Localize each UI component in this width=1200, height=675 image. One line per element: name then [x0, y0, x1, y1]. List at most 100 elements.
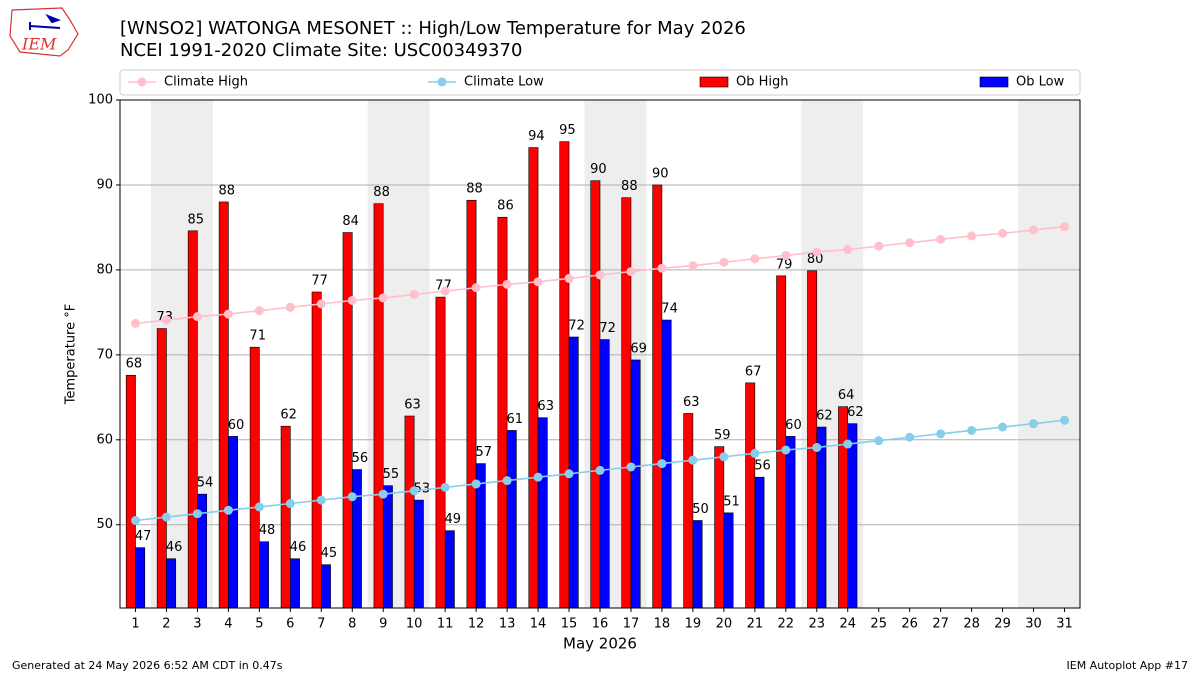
legend-swatch-marker [137, 77, 147, 87]
bar [413, 499, 424, 609]
data-label: 86 [497, 199, 514, 214]
data-label: 88 [621, 179, 638, 194]
x-tick-label: 12 [468, 617, 485, 632]
x-tick-label: 14 [530, 617, 547, 632]
climate-point [1029, 225, 1039, 235]
x-tick-label: 27 [932, 617, 949, 632]
bar [506, 430, 517, 609]
x-tick-label: 8 [348, 617, 356, 632]
bar [280, 425, 291, 609]
climate-point [223, 505, 233, 515]
data-label: 46 [166, 540, 183, 555]
climate-point [750, 254, 760, 264]
data-label: 45 [321, 546, 338, 561]
x-tick-label: 15 [561, 617, 578, 632]
climate-point [750, 448, 760, 458]
data-label: 94 [528, 129, 545, 144]
bar [754, 476, 765, 609]
data-label: 68 [126, 357, 143, 372]
data-label: 77 [311, 273, 328, 288]
x-tick-label: 24 [839, 617, 856, 632]
data-label: 62 [816, 409, 833, 424]
climate-point [564, 273, 574, 283]
x-tick-label: 7 [317, 617, 325, 632]
logo-icon [29, 13, 61, 30]
legend-label: Climate High [164, 75, 248, 90]
x-tick-label: 2 [162, 617, 170, 632]
data-label: 90 [652, 166, 669, 181]
x-tick-label: 6 [286, 617, 294, 632]
x-tick-label: 16 [592, 617, 609, 632]
climate-point [409, 486, 419, 496]
x-tick-label: 23 [809, 617, 826, 632]
bar [249, 346, 260, 609]
legend-swatch [699, 76, 729, 88]
climate-point [347, 295, 357, 305]
climate-point [843, 439, 853, 449]
climate-point [502, 279, 512, 289]
bar [290, 558, 300, 609]
climate-point [936, 234, 946, 244]
data-label: 85 [188, 212, 205, 227]
x-tick-label: 25 [870, 617, 887, 632]
climate-point [781, 445, 791, 455]
bar [776, 275, 787, 609]
data-label: 47 [135, 529, 152, 544]
x-tick-label: 9 [379, 617, 387, 632]
data-label: 72 [568, 319, 585, 334]
x-tick-label: 10 [406, 617, 423, 632]
bar [528, 147, 539, 609]
bar [466, 199, 477, 609]
data-label: 59 [714, 428, 731, 443]
bar [125, 374, 136, 609]
y-tick-label: 100 [88, 93, 113, 108]
bar [838, 406, 849, 609]
bar [714, 446, 725, 609]
data-label: 60 [228, 418, 245, 433]
climate-point [626, 267, 636, 277]
footer-left: Generated at 24 May 2026 6:52 AM CDT in … [12, 659, 283, 672]
bar [537, 417, 548, 609]
chart-title: [WNSO2] WATONGA MESONET :: High/Low Temp… [120, 18, 746, 39]
legend-label: Ob High [736, 75, 789, 90]
climate-point [657, 459, 667, 469]
bar [785, 436, 796, 609]
data-label: 48 [259, 523, 276, 538]
climate-point [626, 462, 636, 472]
climate-point [564, 469, 574, 479]
data-label: 62 [847, 405, 864, 420]
bar [228, 436, 238, 609]
climate-point [688, 261, 698, 271]
x-tick-label: 21 [747, 617, 764, 632]
weekend-band [1049, 100, 1080, 608]
climate-point [223, 309, 233, 319]
bar [745, 382, 756, 609]
climate-point [254, 306, 264, 316]
climate-point [719, 257, 729, 267]
data-label: 49 [445, 512, 462, 527]
climate-point [409, 290, 419, 300]
data-label: 90 [590, 162, 607, 177]
climate-point [471, 479, 481, 489]
chart-subtitle: NCEI 1991-2020 Climate Site: USC00349370 [120, 40, 522, 61]
x-tick-label: 17 [623, 617, 640, 632]
bar [404, 415, 415, 609]
x-tick-label: 19 [685, 617, 702, 632]
data-label: 80 [807, 252, 824, 267]
x-tick-label: 28 [963, 617, 980, 632]
data-label: 57 [476, 445, 493, 460]
climate-point [471, 283, 481, 293]
data-label: 67 [745, 364, 762, 379]
logo-text: IEM [21, 35, 57, 54]
data-label: 63 [537, 399, 554, 414]
bar [723, 512, 734, 609]
data-label: 62 [280, 408, 297, 423]
weekend-band [1018, 100, 1050, 608]
climate-point [936, 429, 946, 439]
bar [156, 328, 167, 609]
climate-point [254, 502, 264, 512]
climate-point [285, 302, 295, 312]
bar [435, 296, 446, 609]
climate-point [161, 512, 171, 522]
